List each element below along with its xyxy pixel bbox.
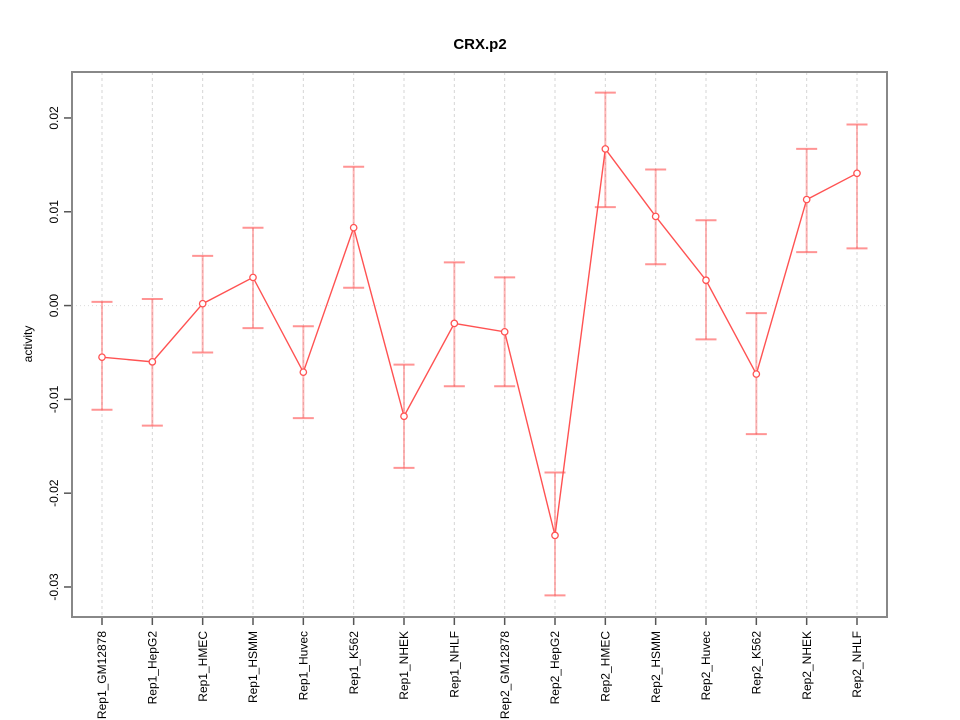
x-tick-label: Rep2_NHLF (850, 631, 864, 698)
y-tick-label: -0.03 (47, 573, 61, 601)
x-tick-label: Rep1_HepG2 (146, 631, 160, 705)
data-point (400, 412, 408, 421)
x-tick-label: Rep1_HSMM (246, 631, 260, 703)
x-tick-label: Rep1_GM12878 (95, 631, 109, 719)
x-tick-label: Rep2_Huvec (699, 631, 713, 700)
data-point (702, 276, 710, 285)
data-point (249, 273, 257, 282)
x-tick-label: Rep2_HMEC (599, 631, 613, 702)
chart-title: CRX.p2 (453, 36, 507, 53)
x-tick-label: Rep2_GM12878 (498, 631, 512, 719)
x-tick-label: Rep2_HSMM (649, 631, 663, 703)
data-point (853, 169, 861, 178)
data-point (98, 353, 106, 362)
data-point (500, 327, 509, 336)
x-tick-label: Rep1_NHLF (448, 631, 462, 698)
x-tick-label: Rep1_NHEK (397, 631, 411, 700)
y-tick-label: 0.02 (47, 106, 61, 130)
data-point (148, 358, 157, 366)
x-tick-label: Rep1_K562 (347, 631, 361, 695)
plot-border (71, 71, 888, 618)
y-tick-label: -0.02 (47, 479, 61, 507)
y-tick-label: 0.01 (47, 200, 61, 224)
data-point (349, 223, 358, 232)
data-point (651, 212, 660, 221)
x-tick-label: Rep2_K562 (750, 631, 764, 695)
data-point (802, 195, 811, 204)
x-tick-label: Rep1_Huvec (297, 631, 311, 700)
data-point (551, 531, 559, 540)
y-tick-label: -0.01 (47, 385, 61, 413)
x-tick-label: Rep2_HepG2 (548, 631, 562, 705)
data-point (601, 145, 610, 153)
data-point (198, 299, 207, 308)
series-line (101, 147, 858, 536)
x-tick-label: Rep1_HMEC (196, 631, 210, 702)
y-tick-label: 0.00 (47, 294, 61, 318)
data-point (450, 319, 459, 328)
x-tick-label: Rep2_NHEK (800, 631, 814, 700)
data-point (752, 370, 761, 378)
data-point (299, 368, 308, 377)
